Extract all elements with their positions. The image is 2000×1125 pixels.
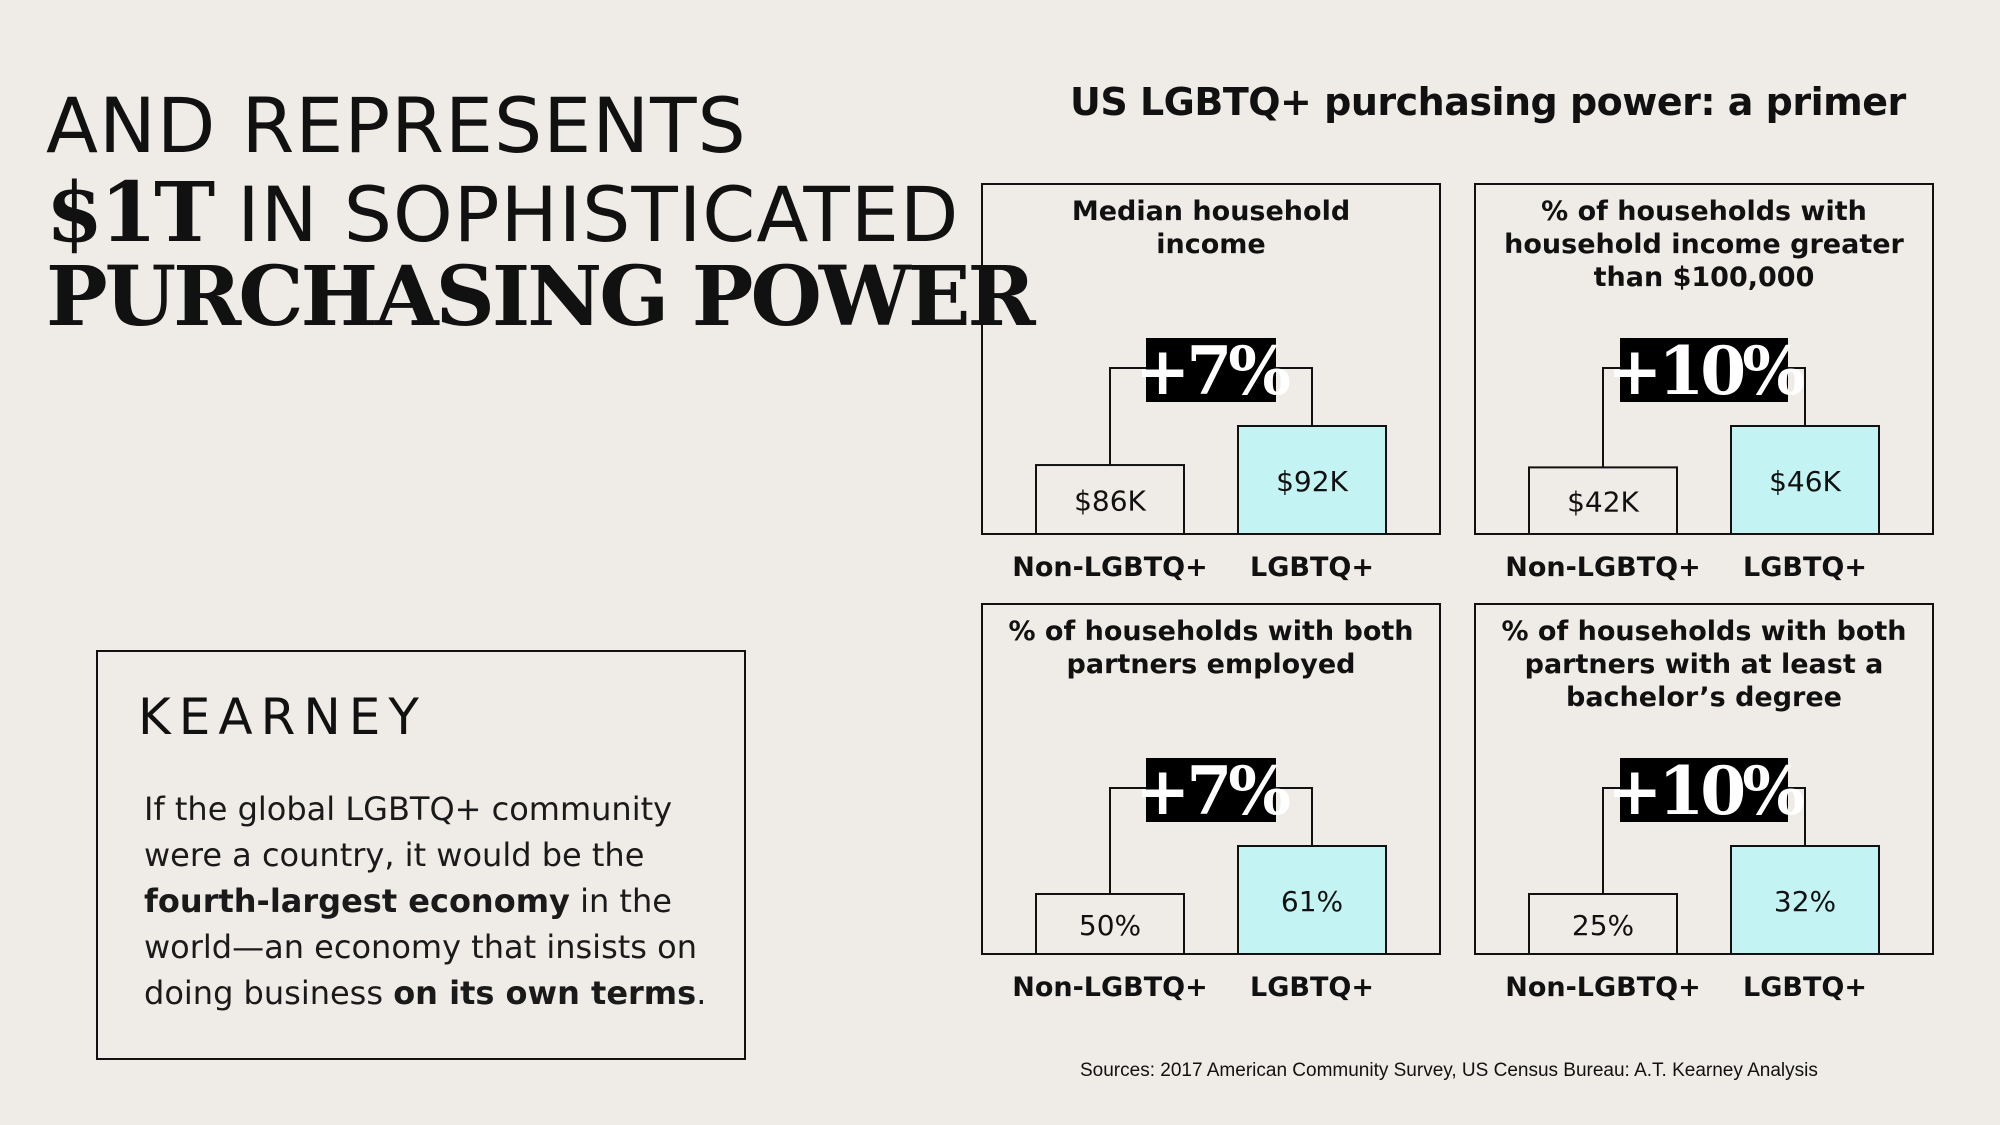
category-label: Non-LGBTQ+: [1012, 552, 1208, 583]
chart-subtitle-line: % of households with both: [1008, 616, 1413, 647]
bar-value-label: 61%: [1281, 885, 1343, 918]
chart-subtitle-line: partners with at least a: [1525, 649, 1884, 680]
chart-subtitle-line: household income greater: [1504, 229, 1904, 260]
category-label: Non-LGBTQ+: [1505, 972, 1701, 1003]
chart-subtitle-line: than $100,000: [1594, 262, 1815, 293]
bar-value-label: $42K: [1567, 486, 1639, 519]
category-label: Non-LGBTQ+: [1505, 552, 1701, 583]
chart-subtitle-line: bachelor’s degree: [1566, 682, 1842, 713]
category-label: LGBTQ+: [1250, 552, 1374, 583]
chart-panel-frame: [981, 603, 1441, 955]
kearney-statement-emphasis: fourth-largest economy: [144, 882, 570, 920]
kearney-statement-text: If the global LGBTQ+ community were a co…: [144, 790, 673, 874]
chart-panel-frame: [1474, 603, 1934, 955]
chart-panel-frame: [981, 183, 1441, 535]
chart-subtitle-line: % of households with: [1541, 196, 1867, 227]
difference-label: +10%: [1607, 332, 1804, 410]
bar-lgbtq: [1237, 845, 1387, 955]
chart-subtitle: % of households with household income gre…: [1504, 196, 1904, 293]
kearney-statement-text: .: [696, 974, 707, 1012]
chart-subtitle-line: income: [1156, 229, 1265, 260]
chart-subtitle: Median household income: [1072, 196, 1350, 260]
headline-amount: $1T: [46, 165, 215, 261]
bar-value-label: $86K: [1074, 485, 1146, 518]
chart-subtitle-line: Median household: [1072, 196, 1350, 227]
difference-label: +7%: [1135, 332, 1290, 410]
difference-label: +7%: [1135, 752, 1290, 830]
bar-non-lgbtq: [1528, 893, 1678, 955]
headline-line-1: AND REPRESENTS: [46, 81, 747, 170]
difference-badge: [1146, 758, 1276, 822]
category-label: LGBTQ+: [1250, 972, 1374, 1003]
kearney-statement-text: in the world—an economy that insists on …: [144, 882, 697, 1012]
difference-badge: [1146, 338, 1276, 402]
headline-line-3: PURCHASING POWER: [46, 249, 1036, 345]
category-label: LGBTQ+: [1743, 552, 1867, 583]
chart-title: US LGBTQ+ purchasing power: a primer: [1070, 80, 1906, 124]
kearney-statement-emphasis: on its own terms: [393, 974, 697, 1012]
sources-note: Sources: 2017 American Community Survey,…: [1080, 1060, 1818, 1081]
bar-value-label: 32%: [1774, 885, 1836, 918]
bar-lgbtq: [1730, 845, 1880, 955]
bar-value-label: 25%: [1572, 909, 1634, 942]
bar-value-label: $92K: [1276, 465, 1348, 498]
bar-non-lgbtq: [1035, 893, 1185, 955]
chart-panel: % of households with both partners employ…: [981, 603, 1441, 1003]
chart-panel: Median household income $86K Non-LGBTQ+ $92K…: [981, 183, 1441, 583]
chart-panel: % of households with household income gre…: [1474, 183, 1934, 583]
category-label: Non-LGBTQ+: [1012, 972, 1208, 1003]
difference-badge: [1620, 758, 1788, 822]
bar-value-label: 50%: [1079, 909, 1141, 942]
kearney-logo: KEARNEY: [138, 688, 427, 746]
headline-line-2: $1T IN SOPHISTICATED: [46, 172, 958, 256]
bar-value-label: $46K: [1769, 465, 1841, 498]
kearney-statement: If the global LGBTQ+ community were a co…: [144, 786, 724, 1016]
chart-subtitle: % of households with both partners with a…: [1501, 616, 1906, 713]
chart-panel: % of households with both partners with a…: [1474, 603, 1934, 1003]
kearney-callout: KEARNEY If the global LGBTQ+ community w…: [96, 650, 746, 1060]
chart-subtitle: % of households with both partners employ…: [1008, 616, 1413, 680]
difference-badge: [1620, 338, 1788, 402]
bar-lgbtq: [1237, 425, 1387, 535]
chart-subtitle-line: % of households with both: [1501, 616, 1906, 647]
headline: AND REPRESENTS $1T IN SOPHISTICATED PURC…: [46, 81, 1036, 345]
category-label: LGBTQ+: [1743, 972, 1867, 1003]
bar-non-lgbtq: [1528, 466, 1678, 535]
chart-panel-frame: [1474, 183, 1934, 535]
chart-subtitle-line: partners employed: [1067, 649, 1356, 680]
headline-line-2-rest: IN SOPHISTICATED: [212, 170, 960, 259]
difference-label: +10%: [1607, 752, 1804, 830]
